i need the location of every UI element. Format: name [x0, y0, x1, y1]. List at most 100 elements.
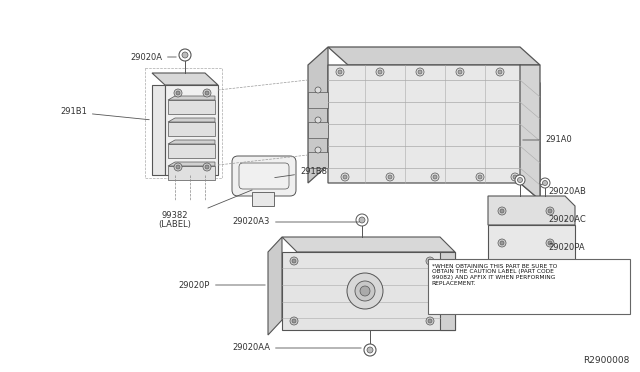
Circle shape: [386, 173, 394, 181]
Circle shape: [205, 91, 209, 95]
Polygon shape: [282, 237, 455, 252]
Circle shape: [498, 70, 502, 74]
Polygon shape: [440, 252, 455, 330]
Text: 291B8: 291B8: [275, 167, 327, 177]
Circle shape: [359, 217, 365, 223]
Bar: [308, 92, 328, 108]
Text: 99382: 99382: [162, 211, 188, 219]
Circle shape: [315, 87, 321, 93]
Circle shape: [290, 317, 298, 325]
Circle shape: [315, 147, 321, 153]
Circle shape: [513, 175, 517, 179]
Polygon shape: [488, 196, 575, 225]
Polygon shape: [168, 100, 215, 114]
Circle shape: [292, 319, 296, 323]
Polygon shape: [168, 118, 215, 122]
Circle shape: [456, 68, 464, 76]
Circle shape: [378, 70, 382, 74]
Text: 29020A3: 29020A3: [232, 218, 359, 227]
Polygon shape: [328, 47, 540, 65]
Polygon shape: [168, 122, 215, 136]
Circle shape: [418, 70, 422, 74]
Circle shape: [428, 319, 432, 323]
Circle shape: [548, 241, 552, 245]
FancyBboxPatch shape: [232, 156, 296, 196]
Circle shape: [356, 214, 368, 226]
Circle shape: [428, 259, 432, 263]
Bar: [308, 122, 328, 138]
Circle shape: [433, 175, 437, 179]
Circle shape: [511, 173, 519, 181]
Circle shape: [416, 68, 424, 76]
Circle shape: [336, 68, 344, 76]
Circle shape: [174, 163, 182, 171]
Circle shape: [496, 68, 504, 76]
Text: *WHEN OBTAINING THIS PART BE SURE TO
OBTAIN THE CAUTION LABEL (PART CODE
99082) : *WHEN OBTAINING THIS PART BE SURE TO OBT…: [431, 263, 557, 286]
Polygon shape: [282, 252, 455, 330]
Text: 29020A: 29020A: [130, 52, 176, 61]
Text: 29020AC: 29020AC: [548, 215, 586, 224]
Polygon shape: [168, 140, 215, 144]
Circle shape: [543, 180, 547, 186]
Polygon shape: [168, 96, 215, 100]
Text: 29020P: 29020P: [179, 280, 265, 289]
Circle shape: [546, 239, 554, 247]
Circle shape: [292, 259, 296, 263]
Circle shape: [315, 117, 321, 123]
Circle shape: [431, 173, 439, 181]
Circle shape: [290, 257, 298, 265]
Circle shape: [500, 209, 504, 213]
Circle shape: [546, 207, 554, 215]
Circle shape: [338, 70, 342, 74]
Circle shape: [176, 165, 180, 169]
Circle shape: [376, 68, 384, 76]
Circle shape: [540, 178, 550, 188]
Circle shape: [426, 257, 434, 265]
Polygon shape: [308, 47, 328, 183]
Circle shape: [498, 239, 506, 247]
Circle shape: [355, 281, 375, 301]
Text: 29020AA: 29020AA: [232, 343, 361, 353]
Circle shape: [548, 209, 552, 213]
Text: 291B1: 291B1: [60, 108, 149, 120]
Circle shape: [360, 286, 370, 296]
Polygon shape: [152, 85, 165, 175]
Circle shape: [458, 70, 462, 74]
Circle shape: [341, 173, 349, 181]
Circle shape: [179, 49, 191, 61]
Circle shape: [174, 89, 182, 97]
Circle shape: [182, 52, 188, 58]
Circle shape: [388, 175, 392, 179]
Polygon shape: [488, 225, 575, 260]
Text: 291A0: 291A0: [523, 135, 572, 144]
Circle shape: [515, 175, 525, 185]
Circle shape: [364, 344, 376, 356]
Circle shape: [478, 175, 482, 179]
Text: (LABEL): (LABEL): [159, 221, 191, 230]
Text: 29020PA: 29020PA: [548, 244, 584, 253]
Bar: [252, 192, 274, 206]
Polygon shape: [520, 65, 540, 200]
Polygon shape: [168, 166, 215, 180]
Circle shape: [347, 273, 383, 309]
Text: R2900008: R2900008: [584, 356, 630, 365]
Polygon shape: [152, 73, 218, 85]
Circle shape: [343, 175, 347, 179]
Polygon shape: [168, 162, 215, 166]
Circle shape: [176, 91, 180, 95]
Circle shape: [426, 317, 434, 325]
Polygon shape: [168, 144, 215, 158]
Circle shape: [367, 347, 373, 353]
Circle shape: [203, 163, 211, 171]
Polygon shape: [328, 65, 540, 200]
Polygon shape: [268, 237, 282, 335]
Circle shape: [518, 177, 522, 183]
Circle shape: [476, 173, 484, 181]
Polygon shape: [165, 85, 218, 175]
Bar: [308, 152, 328, 168]
Circle shape: [498, 207, 506, 215]
Circle shape: [203, 89, 211, 97]
Text: 29020AB: 29020AB: [540, 184, 586, 196]
Bar: [428, 259, 630, 314]
Circle shape: [205, 165, 209, 169]
